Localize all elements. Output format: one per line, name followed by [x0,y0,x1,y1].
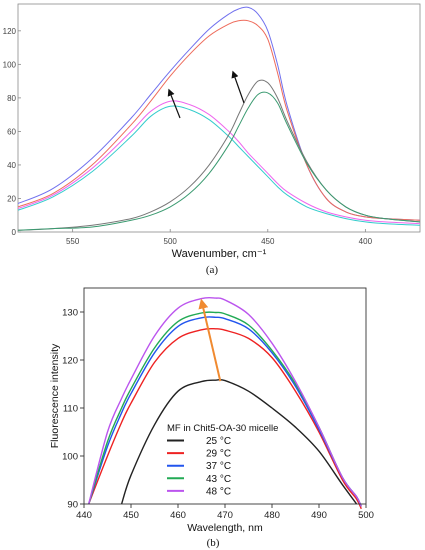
chart-a-xlabel: Wavenumber, cm⁻¹ [172,248,267,260]
chart-a-series [17,6,421,231]
chart-b-frame [83,287,367,505]
chart-b-ytick-label: 100 [62,452,78,463]
chart-b-ytick-label: 130 [62,308,78,319]
chart-b-panel-label: (b) [207,537,220,549]
chart-b-legend-entry: 29 °C [206,449,231,460]
chart-a-ytick-label: 20 [7,194,16,203]
chart-b-xtick-label: 450 [123,510,139,521]
chart-b-xtick-label: 500 [358,510,374,521]
chart-a: 550 500 450 400 0 20 40 60 80 100 120 Wavenumber, … [3,3,421,276]
chart-a-series-line-2 [17,19,421,221]
chart-b-legend-entry: 25 °C [206,436,231,447]
chart-a-panel-label: (a) [206,264,219,276]
chart-a-series-line-6 [17,91,421,231]
chart-a-xtick-label: 400 [359,237,373,246]
chart-b-arrow [198,298,222,382]
chart-b-xlabel: Wavelength, nm [187,522,263,534]
chart-b-ticks: 440 450 460 470 480 490 500 90 100 110 120 130 [62,308,374,522]
chart-b-ytick-label: 120 [62,356,78,367]
chart-a-ticks: 550 500 450 400 0 20 40 60 80 100 120 [3,27,373,246]
chart-a-xtick-label: 550 [66,237,80,246]
chart-a-ytick-label: 120 [3,27,17,36]
chart-b: 440 450 460 470 480 490 500 90 100 110 120 130 MF i… [49,287,374,549]
chart-a-series-line-5 [17,79,421,231]
chart-a-ytick-label: 100 [3,60,17,69]
chart-b-xtick-label: 490 [311,510,327,521]
chart-a-series-line-3 [17,100,421,225]
chart-a-xtick-label: 500 [164,237,178,246]
chart-b-xtick-label: 480 [264,510,280,521]
chart-b-legend-entry: 37 °C [206,461,231,472]
chart-b-xtick-label: 460 [170,510,186,521]
chart-b-legend-entry: 48 °C [206,486,231,497]
chart-b-series-line-1 [120,378,358,505]
chart-b-legend-entry: 43 °C [206,474,231,485]
chart-a-xtick-label: 450 [261,237,275,246]
chart-a-series-line-1 [17,6,421,221]
chart-b-ytick-label: 90 [67,500,78,511]
chart-b-legend-title: MF in Chit5-OA-30 micelle [167,423,278,434]
chart-a-arrow-left [167,88,181,119]
chart-a-ytick-label: 80 [7,94,16,103]
chart-b-xtick-label: 470 [217,510,233,521]
chart-a-series-line-4 [17,105,421,226]
chart-b-ytick-label: 110 [63,404,78,415]
chart-b-series-line-5 [88,296,362,507]
chart-a-ytick-label: 40 [7,161,16,170]
chart-b-series [88,296,362,510]
chart-b-xtick-label: 440 [76,510,92,521]
chart-b-series-line-2 [88,327,362,510]
chart-a-ytick-label: 0 [12,228,17,237]
chart-a-ytick-label: 60 [7,127,16,136]
chart-b-ylabel: Fluorescence intensity [49,343,61,448]
chart-a-arrow-right [231,70,245,104]
chart-b-legend: MF in Chit5-OA-30 micelle 25 °C 29 °C37 °… [167,423,278,497]
chart-a-frame [17,3,421,233]
